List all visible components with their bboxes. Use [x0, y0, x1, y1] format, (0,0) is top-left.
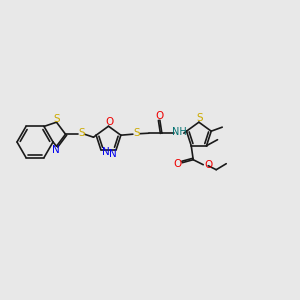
Text: O: O	[105, 117, 114, 127]
Text: S: S	[78, 128, 85, 138]
Text: N: N	[102, 147, 110, 157]
Text: O: O	[173, 159, 181, 169]
Text: S: S	[53, 114, 60, 124]
Text: NH: NH	[172, 127, 187, 137]
Text: S: S	[134, 128, 140, 138]
Text: N: N	[109, 149, 117, 159]
Text: N: N	[52, 145, 59, 155]
Text: O: O	[156, 111, 164, 121]
Text: S: S	[196, 113, 203, 123]
Text: O: O	[204, 160, 212, 170]
